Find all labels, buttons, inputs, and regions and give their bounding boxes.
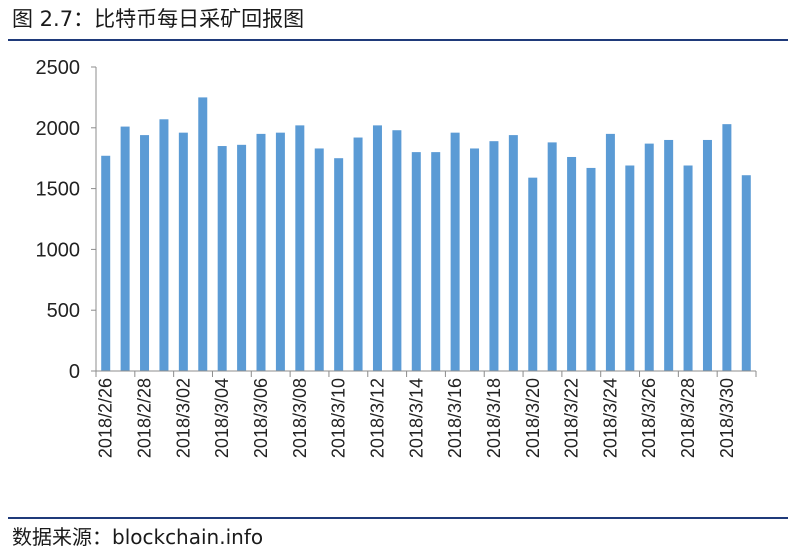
x-tick-label: 2018/3/24 <box>600 378 620 458</box>
x-tick-label: 2018/3/12 <box>367 378 387 458</box>
bar <box>198 97 208 372</box>
bar <box>470 148 480 371</box>
x-tick-label: 2018/2/26 <box>96 378 116 458</box>
x-tick-label: 2018/3/16 <box>445 378 465 458</box>
bar <box>217 146 227 371</box>
y-tick-label: 2000 <box>36 118 81 140</box>
y-tick-label: 1500 <box>36 179 81 201</box>
bar <box>314 148 324 371</box>
bar <box>431 152 441 371</box>
title-divider <box>8 39 788 41</box>
bar <box>586 167 596 371</box>
bar <box>644 143 654 371</box>
x-tick-label: 2018/3/26 <box>639 378 659 458</box>
x-tick-label: 2018/3/06 <box>251 378 271 458</box>
x-tick-label: 2018/3/18 <box>484 378 504 458</box>
bar-series <box>101 97 751 372</box>
bar <box>625 165 635 371</box>
x-tick-label: 2018/3/04 <box>212 378 232 458</box>
bar <box>683 165 693 371</box>
bar <box>101 155 111 371</box>
figure-title: 图 2.7：比特币每日采矿回报图 <box>12 7 305 31</box>
bar <box>567 156 577 371</box>
y-tick-label: 0 <box>69 361 80 383</box>
bar <box>411 152 421 371</box>
bar <box>120 126 130 371</box>
source-divider <box>8 517 788 519</box>
bar <box>140 135 150 371</box>
bar <box>178 132 188 371</box>
bar <box>275 132 285 371</box>
bar <box>372 125 382 372</box>
bar <box>334 158 344 371</box>
bar <box>547 142 557 371</box>
bar <box>605 133 615 371</box>
x-tick-label: 2018/3/20 <box>523 378 543 458</box>
x-tick-label: 2018/3/14 <box>406 378 426 458</box>
y-axis: 0 500 1000 1500 2000 2500 <box>36 57 97 383</box>
x-tick-label: 2018/3/22 <box>562 378 582 458</box>
x-tick-label: 2018/3/02 <box>173 378 193 458</box>
x-tick-label: 2018/2/28 <box>135 378 155 458</box>
bar <box>528 177 538 371</box>
bar <box>450 132 460 371</box>
y-tick-label: 500 <box>47 300 80 322</box>
bar <box>237 144 247 371</box>
x-tick-label: 2018/3/10 <box>329 378 349 458</box>
x-tick-label: 2018/3/30 <box>717 378 737 458</box>
bar <box>295 125 305 372</box>
bar <box>159 119 169 371</box>
bar <box>392 130 402 371</box>
source-note: 数据来源：blockchain.info <box>12 525 264 549</box>
bar <box>508 135 518 371</box>
bar <box>256 133 266 371</box>
bar <box>741 175 751 371</box>
bar <box>722 124 732 372</box>
bar <box>664 139 674 371</box>
bar <box>702 139 712 371</box>
x-tick-label: 2018/3/08 <box>290 378 310 458</box>
x-tick-label: 2018/3/28 <box>678 378 698 458</box>
x-axis: 2018/2/26 2018/2/28 2018/3/02 2018/3/04 2018… <box>95 370 757 458</box>
bar <box>353 137 363 371</box>
y-tick-label: 1000 <box>36 239 81 261</box>
bar <box>489 141 499 371</box>
y-tick-label: 2500 <box>36 57 81 79</box>
